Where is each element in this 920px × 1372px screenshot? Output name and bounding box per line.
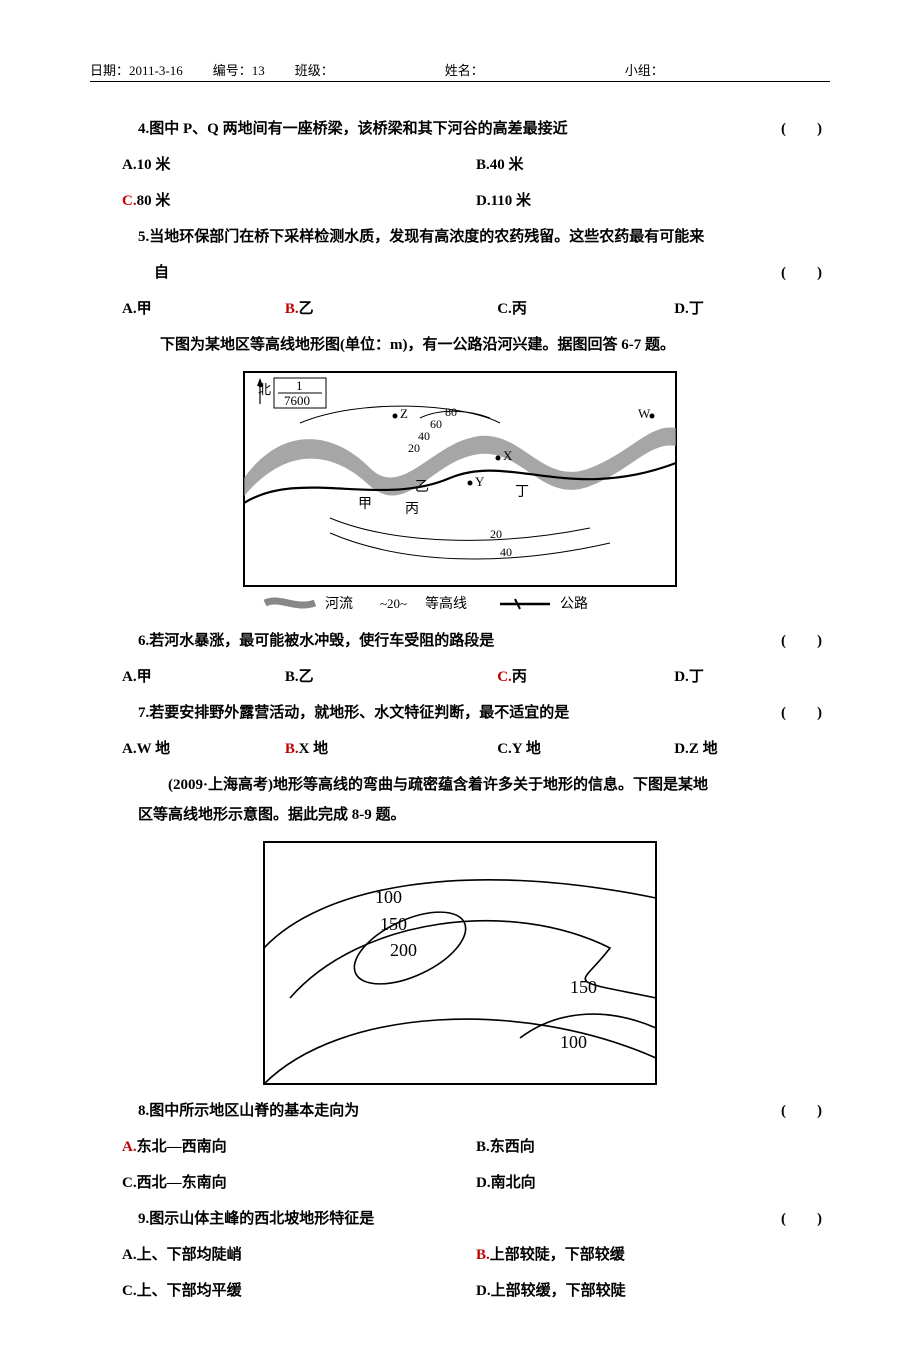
fig2-l200: 200 — [390, 940, 417, 960]
fig2-l150b: 150 — [570, 977, 597, 997]
answer-blank: ( ) — [781, 698, 830, 728]
header-date: 日期：2011-3-16 — [90, 60, 183, 79]
lead-text-67: 下图为某地区等高线地形图(单位：m)，有一公路沿河兴建。据图回答 6-7 题。 — [160, 330, 830, 360]
q4-opt-a: A.10 米 — [122, 150, 476, 180]
lead-text-89a: (2009·上海高考)地形等高线的弯曲与疏密蕴含着许多关于地形的信息。下图是某地 — [168, 770, 830, 800]
q6-opt-d: D.丁 — [674, 662, 830, 692]
fig1-pt-z: Z — [400, 406, 408, 421]
q8-opt-d: D.南北向 — [476, 1168, 830, 1198]
fig1-river — [244, 427, 676, 496]
answer-blank: ( ) — [781, 626, 830, 656]
q4-opt-b: B.40 米 — [476, 150, 830, 180]
figure-contour-map-2: 100 150 200 150 100 — [260, 838, 660, 1088]
q9-stem: 9.图示山体主峰的西北坡地形特征是 ( ) — [138, 1204, 830, 1234]
q5-opt-c: C.丙 — [497, 294, 674, 324]
fig2-l150a: 150 — [380, 914, 407, 934]
answer-blank: ( ) — [781, 114, 830, 144]
header-class: 班级： — [295, 60, 415, 79]
q7-stem: 7.若要安排野外露营活动，就地形、水文特征判断，最不适宜的是 ( ) — [138, 698, 830, 728]
q8-opt-a: A.东北—西南向 — [122, 1132, 476, 1162]
q7-options: A.W 地 B.X 地 C.Y 地 D.Z 地 — [122, 734, 830, 764]
q4-opt-d: D.110 米 — [476, 186, 830, 216]
answer-blank: ( ) — [781, 258, 830, 288]
fig1-pt-bing: 丙 — [405, 502, 419, 517]
q6-opt-c: C.丙 — [497, 662, 674, 692]
q4-options-row1: A.10 米 B.40 米 — [122, 150, 830, 180]
fig1-c20b: 20 — [490, 527, 502, 541]
q8-options-row1: A.东北—西南向 B.东西向 — [122, 1132, 830, 1162]
q8-options-row2: C.西北—东南向 D.南北向 — [122, 1168, 830, 1198]
fig1-scale-top: 1 — [296, 378, 303, 393]
q6-stem: 6.若河水暴涨，最可能被水冲毁，使行车受阻的路段是 ( ) — [138, 626, 830, 656]
fig1-c40b: 40 — [500, 545, 512, 559]
q4-stem: 4.图中 P、Q 两地间有一座桥梁，该桥梁和其下河谷的高差最接近 ( ) — [138, 114, 830, 144]
q9-opt-a: A.上、下部均陡峭 — [122, 1240, 476, 1270]
fig1-pt-ding: 丁 — [515, 485, 529, 500]
header-group: 小组： — [625, 60, 664, 79]
fig1-scale-bottom: 7600 — [284, 393, 310, 408]
fig1-legend-contour-sample: ~20~ — [380, 596, 407, 611]
q4-opt-c: C.80 米 — [122, 186, 476, 216]
fig1-pt-y: Y — [475, 474, 485, 489]
q5-stem-line2: 自 ( ) — [154, 258, 830, 288]
fig1-legend-road: 公路 — [560, 596, 588, 612]
fig1-pt-jia: 甲 — [358, 497, 372, 512]
fig1-legend-river: 河流 — [325, 596, 353, 612]
q5-opt-d: D.丁 — [674, 294, 830, 324]
q7-opt-b: B.X 地 — [285, 734, 497, 764]
q6-opt-a: A.甲 — [122, 662, 285, 692]
q7-opt-d: D.Z 地 — [674, 734, 830, 764]
q7-opt-a: A.W 地 — [122, 734, 285, 764]
answer-blank: ( ) — [781, 1096, 830, 1126]
q8-stem: 8.图中所示地区山脊的基本走向为 ( ) — [138, 1096, 830, 1126]
fig1-c60: 60 — [430, 417, 442, 431]
fig2-l100a: 100 — [375, 887, 402, 907]
q5-stem-line1: 5.当地环保部门在桥下采样检测水质，发现有高浓度的农药残留。这些农药最有可能来 — [138, 222, 830, 252]
fig1-pt-yi: 乙 — [415, 479, 429, 495]
answer-blank: ( ) — [781, 1204, 830, 1234]
q8-opt-b: B.东西向 — [476, 1132, 830, 1162]
q8-opt-c: C.西北—东南向 — [122, 1168, 476, 1198]
page: 日期：2011-3-16 编号：13 班级： 姓名： 小组： 4.图中 P、Q … — [0, 0, 920, 1372]
fig1-c20: 20 — [408, 441, 420, 455]
fig1-pt-x: X — [503, 448, 513, 463]
header-name: 姓名： — [445, 60, 595, 79]
q7-opt-c: C.Y 地 — [497, 734, 674, 764]
fig2-l100b: 100 — [560, 1032, 587, 1052]
fig1-pt-w: W — [638, 406, 651, 421]
fig1-legend-contour: 等高线 — [425, 595, 467, 612]
q6-opt-b: B.乙 — [285, 662, 497, 692]
q9-options-row1: A.上、下部均陡峭 B.上部较陡，下部较缓 — [122, 1240, 830, 1270]
figure-contour-map-1: 北 1 7600 80 60 40 20 20 40 Z X Y W 甲 乙 丙… — [240, 368, 680, 618]
fig1-c80: 80 — [445, 405, 457, 419]
page-header: 日期：2011-3-16 编号：13 班级： 姓名： 小组： — [90, 60, 830, 82]
lead-text-89b: 区等高线地形示意图。据此完成 8-9 题。 — [138, 800, 830, 830]
header-id: 编号：13 — [213, 60, 265, 79]
q4-options-row2: C.80 米 D.110 米 — [122, 186, 830, 216]
q5-opt-b: B.乙 — [285, 294, 497, 324]
q9-opt-b: B.上部较陡，下部较缓 — [476, 1240, 830, 1270]
q5-options: A.甲 B.乙 C.丙 D.丁 — [122, 294, 830, 324]
q5-opt-a: A.甲 — [122, 294, 285, 324]
q6-options: A.甲 B.乙 C.丙 D.丁 — [122, 662, 830, 692]
